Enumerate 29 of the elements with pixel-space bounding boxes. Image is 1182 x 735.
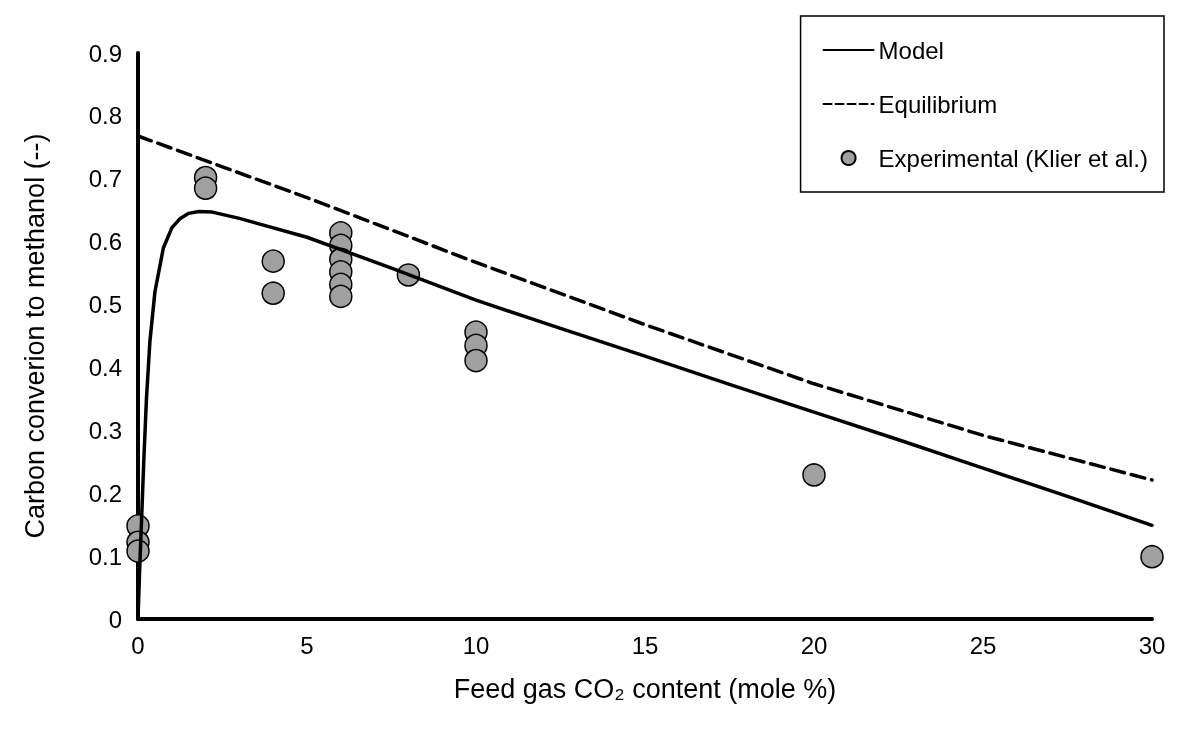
y-tick-label: 0.5 — [88, 291, 122, 319]
x-tick-label: 10 — [462, 631, 490, 659]
point — [193, 176, 218, 200]
y-tick-label: 0.9 — [88, 39, 122, 67]
y-tick-label: 0 — [108, 605, 122, 633]
y-tick-label: 0.7 — [88, 165, 122, 193]
y-axis-title: Carbon converion to methanol (--) — [19, 133, 50, 539]
y-tick-label: 0.2 — [88, 479, 122, 507]
point — [329, 284, 353, 309]
x-axis-title: Feed gas CO₂ content (mole %) — [453, 673, 837, 704]
legend-label: Experimental (Klier et al.) — [878, 144, 1149, 172]
x-tick-label: 25 — [969, 631, 997, 659]
x-tick-label: 5 — [300, 631, 314, 659]
point — [261, 281, 285, 305]
point — [261, 249, 285, 273]
y-tick-label: 0.8 — [88, 102, 122, 130]
legend-label: Equilibrium — [878, 90, 998, 118]
point — [802, 463, 826, 487]
x-tick-label: 15 — [631, 631, 659, 659]
y-tick-label: 0.4 — [88, 353, 122, 381]
x-tick-label: 30 — [1138, 631, 1166, 659]
x-tick-label: 20 — [800, 631, 828, 659]
x-tick-label: 0 — [131, 631, 145, 659]
y-tick-label: 0.3 — [88, 416, 122, 444]
legend-label: Model — [878, 36, 944, 64]
y-tick-label: 0.1 — [88, 542, 122, 570]
point — [1140, 545, 1164, 569]
point — [464, 348, 488, 373]
y-tick-label: 0.6 — [88, 228, 122, 256]
